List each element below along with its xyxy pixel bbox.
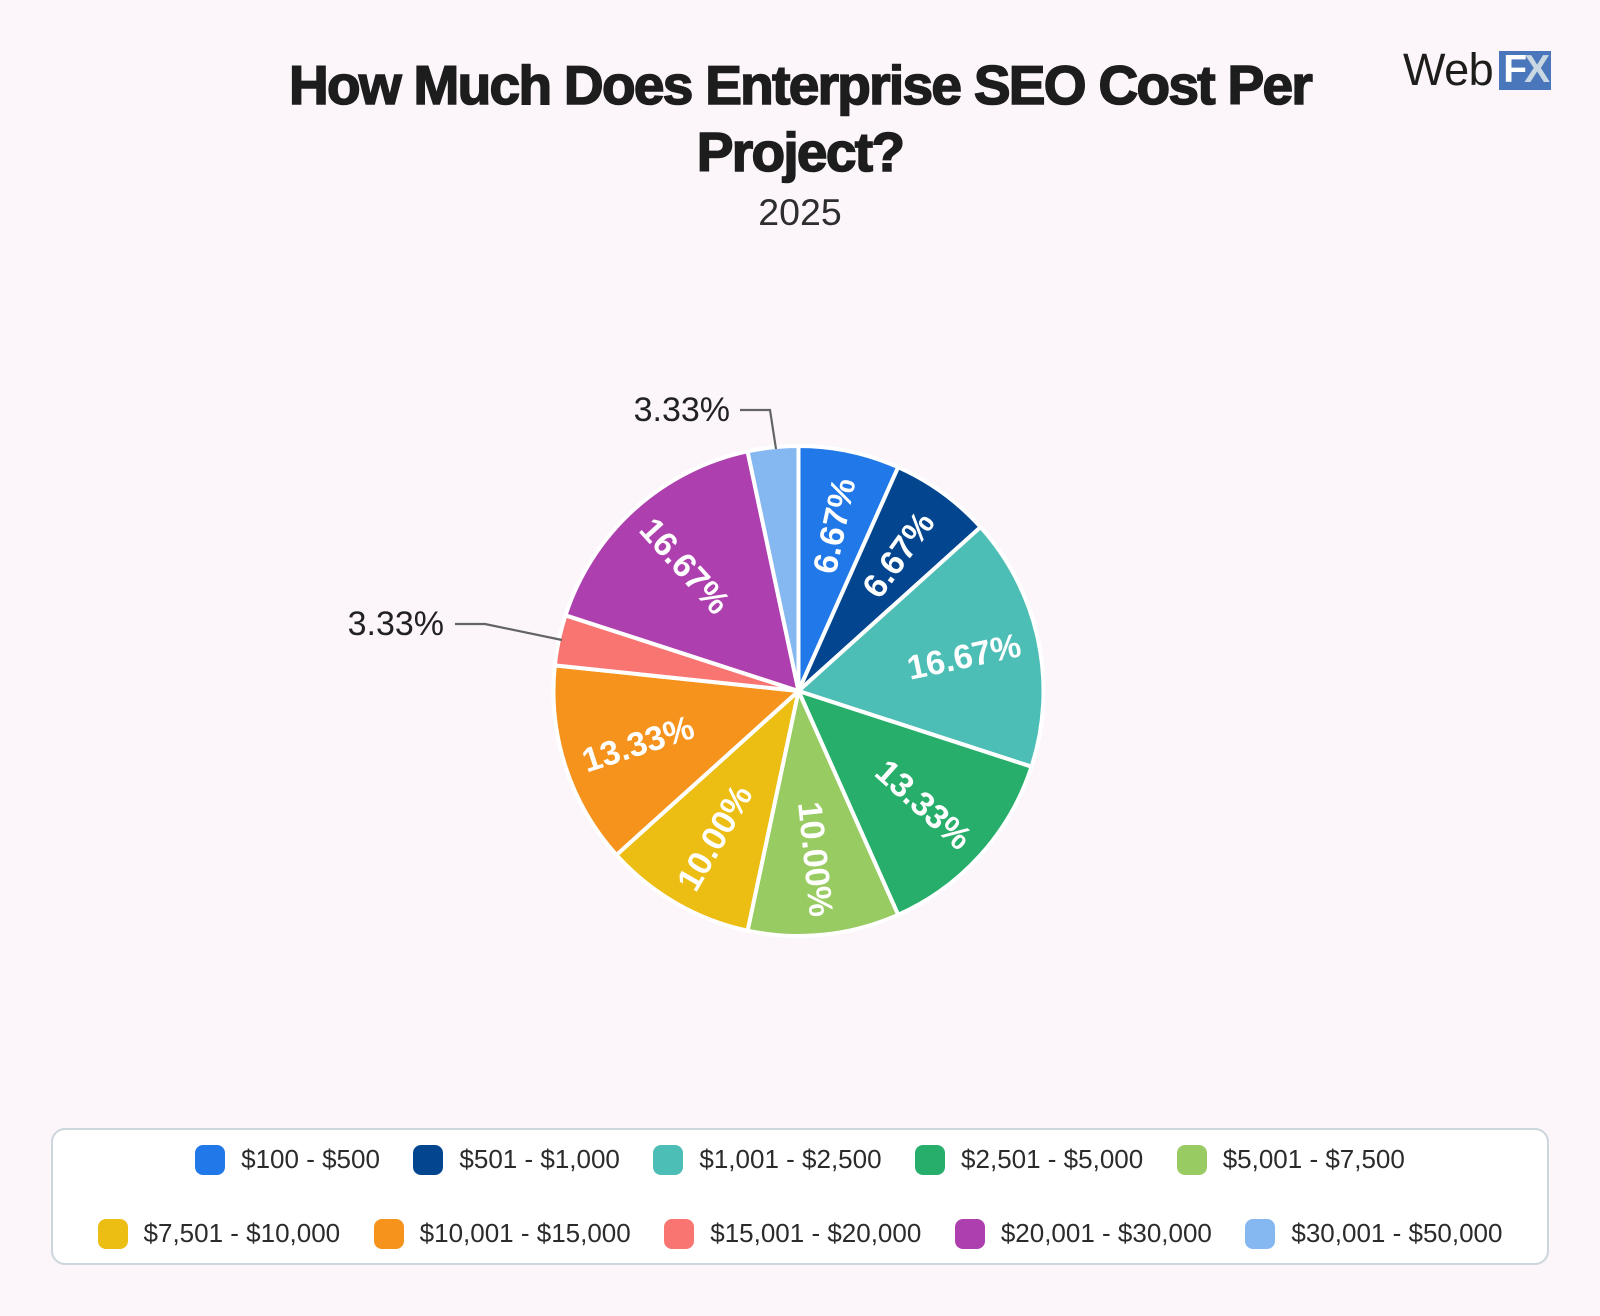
svg-text:3.33%: 3.33% — [348, 605, 444, 643]
svg-text:3.33%: 3.33% — [634, 391, 730, 429]
